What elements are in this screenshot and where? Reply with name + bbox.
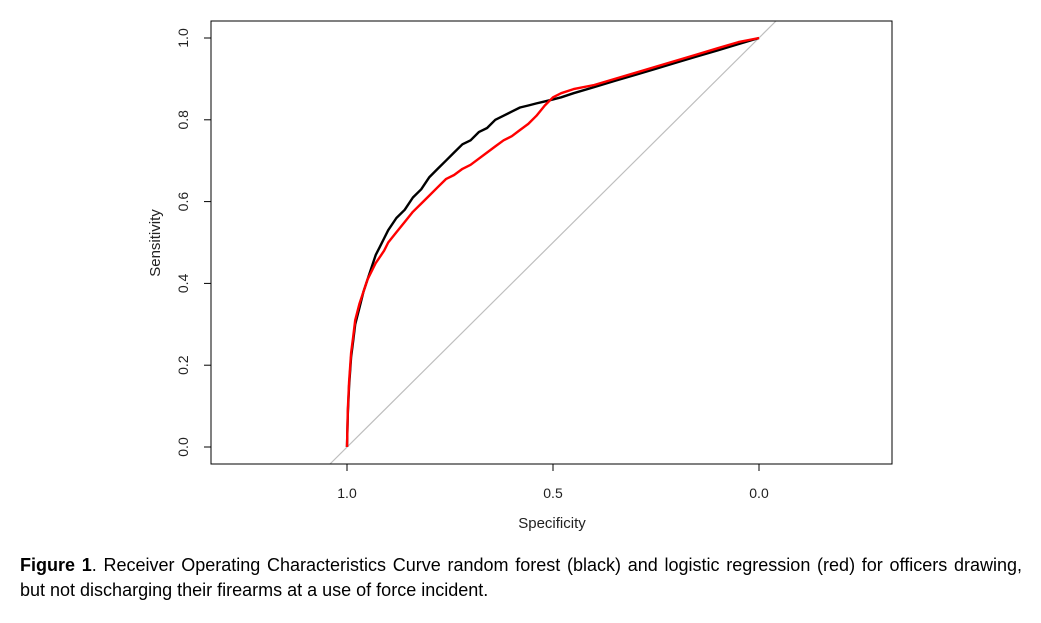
plot-frame — [210, 20, 893, 465]
y-tick-label: 0.0 — [175, 437, 191, 457]
figure-caption: Figure 1. Receiver Operating Characteris… — [20, 553, 1022, 603]
figure-caption-text: . Receiver Operating Characteristics Cur… — [20, 555, 1022, 600]
series-line-2 — [345, 36, 760, 448]
x-tick-label: 0.0 — [749, 485, 769, 501]
y-axis-title: Sensitivity — [147, 209, 164, 277]
y-tick-label: 0.6 — [175, 192, 191, 212]
y-tick-label: 0.2 — [175, 355, 191, 375]
y-tick-label: 1.0 — [175, 28, 191, 48]
y-tick-label: 0.4 — [175, 273, 191, 293]
x-axis-title: Specificity — [518, 515, 586, 532]
x-tick-label: 0.5 — [543, 485, 563, 501]
y-tick-label: 0.8 — [175, 110, 191, 130]
x-tick-label: 1.0 — [337, 485, 357, 501]
figure-caption-label: Figure 1 — [20, 555, 92, 575]
reference-diagonal-line — [329, 20, 777, 465]
roc-chart: 1.0 0.5 0.00.00.20.40.60.81.0 Specificity … — [147, 20, 893, 532]
